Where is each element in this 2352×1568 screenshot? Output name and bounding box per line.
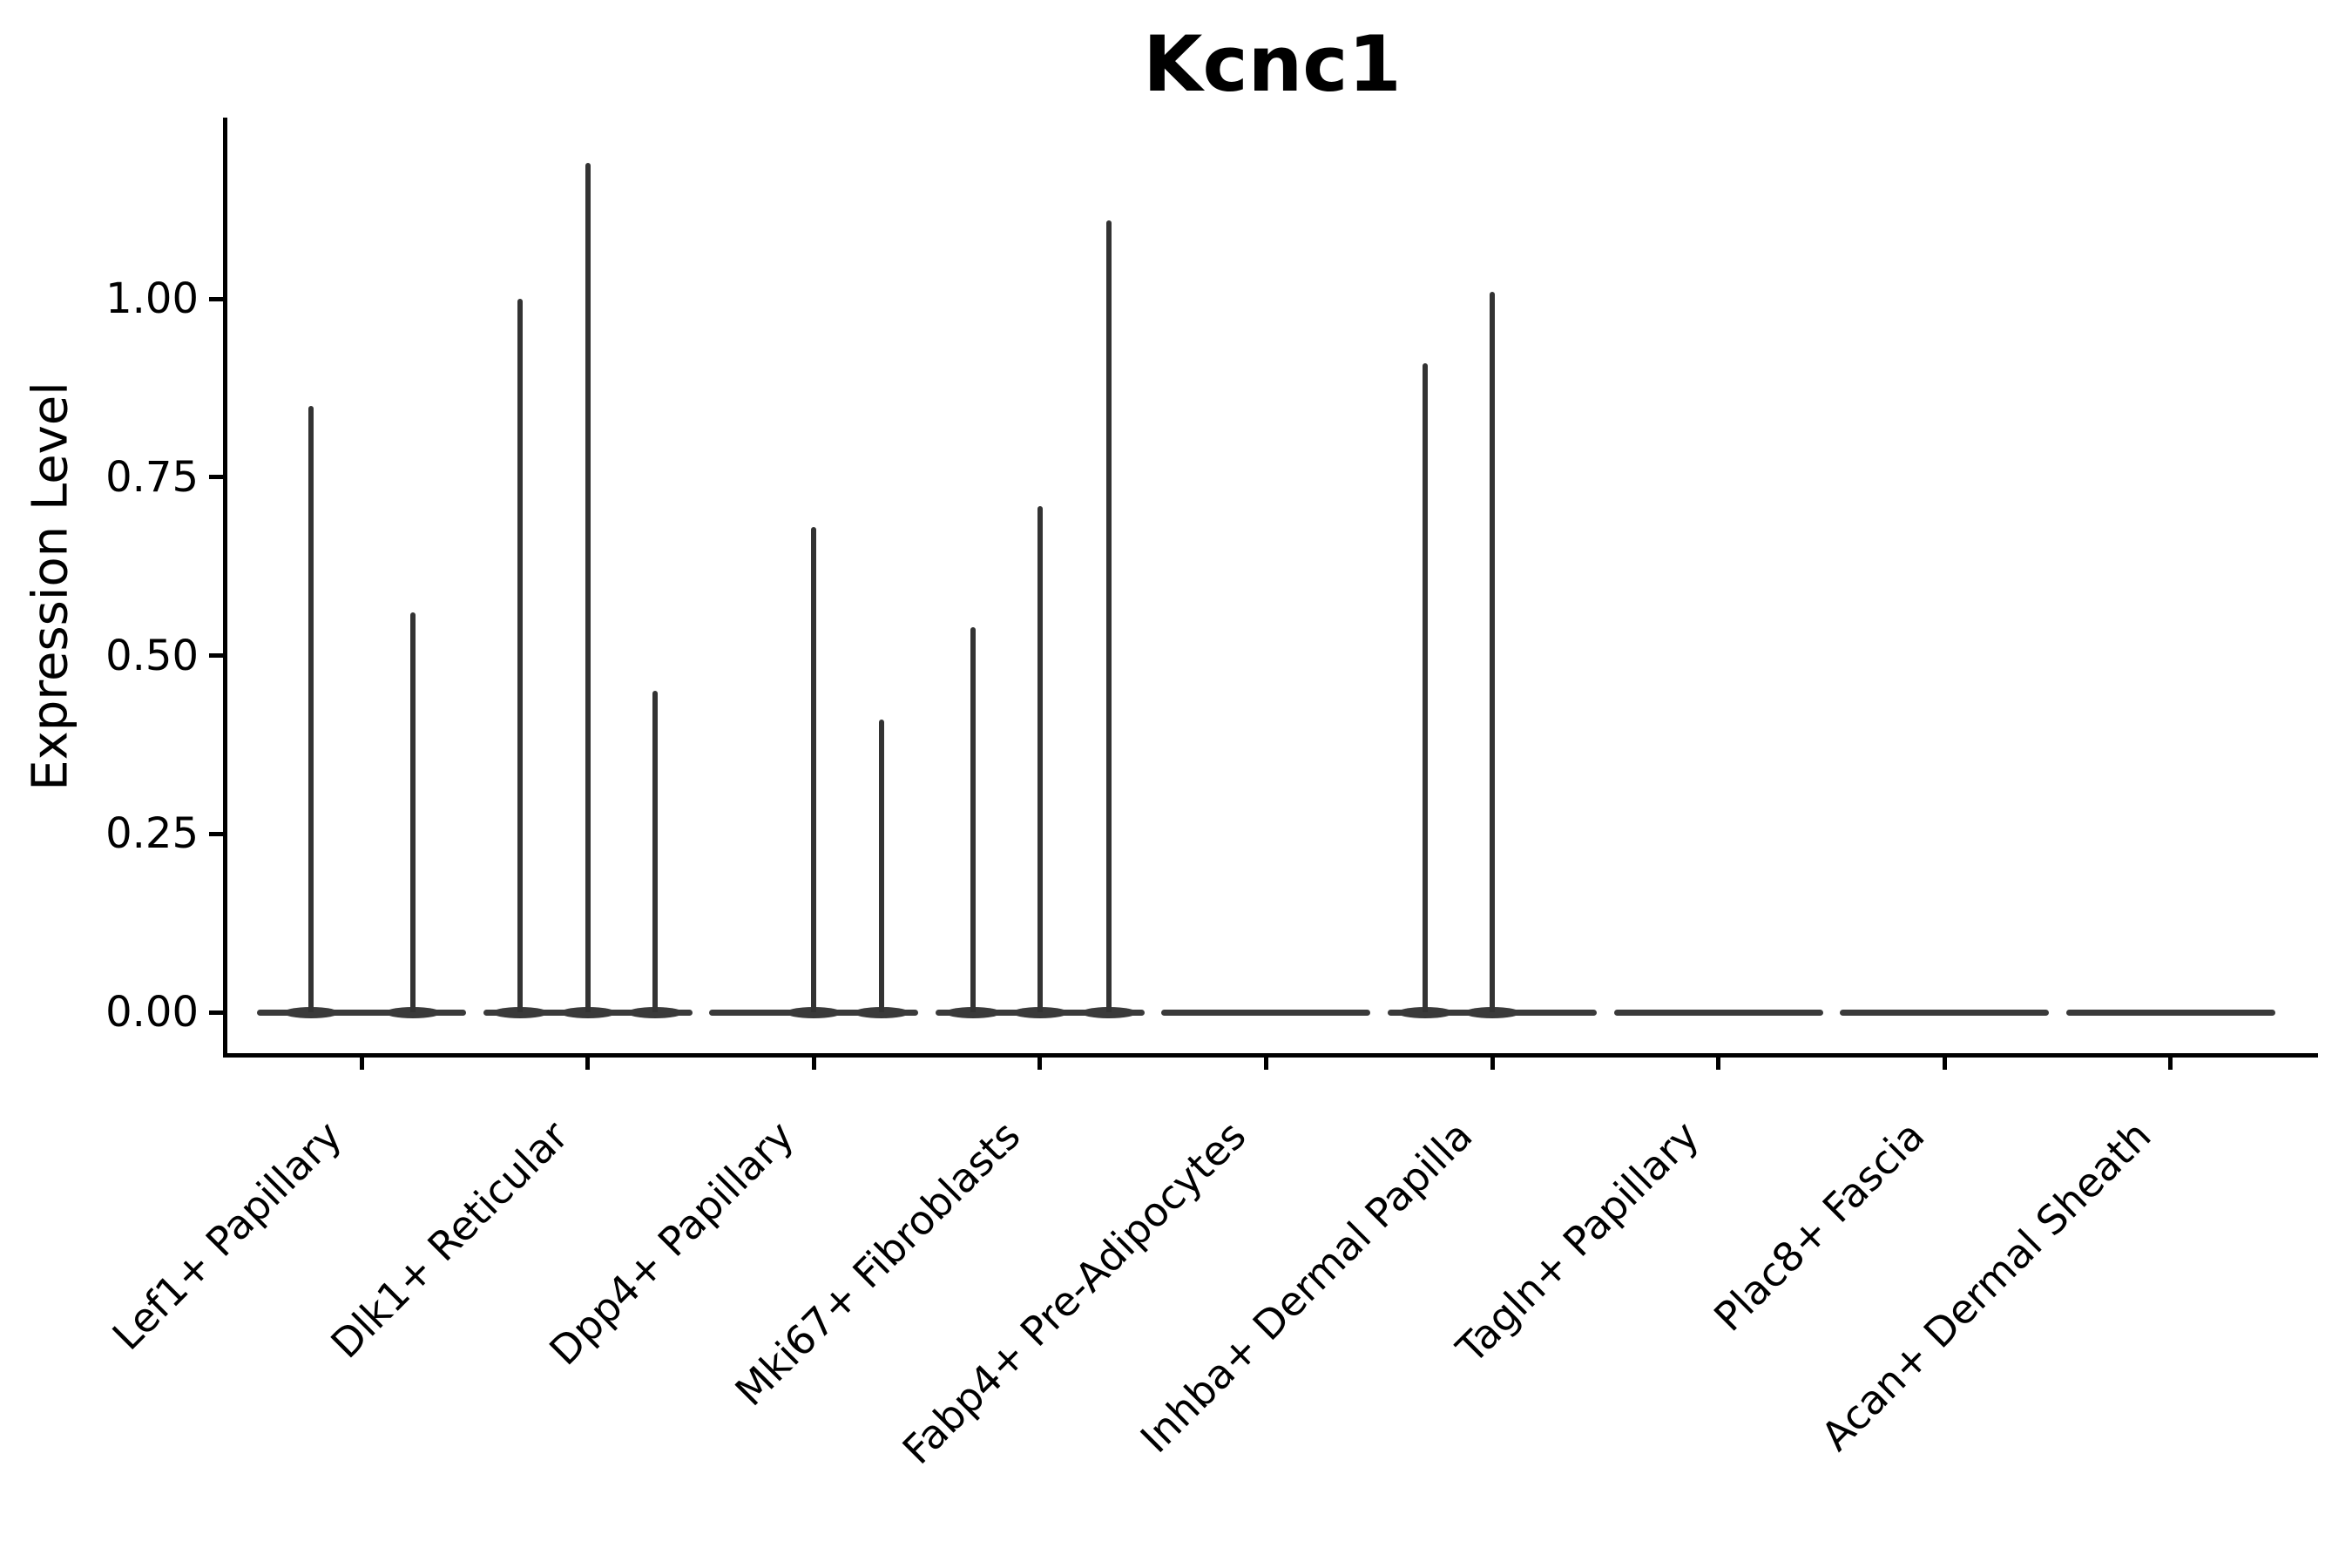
y-tick bbox=[209, 475, 223, 480]
violin-spike bbox=[879, 720, 885, 1012]
x-tick-label: Lef1+ Papillary bbox=[103, 1112, 351, 1360]
y-axis-spine bbox=[223, 118, 227, 1058]
violin-spike bbox=[970, 626, 976, 1012]
violin-base-bump bbox=[384, 1006, 441, 1018]
violin-baseline bbox=[1840, 1009, 2050, 1016]
violin-base-bump bbox=[786, 1006, 842, 1018]
violin-base-bump bbox=[491, 1006, 548, 1018]
violin-spike bbox=[1422, 362, 1428, 1012]
x-tick bbox=[1263, 1058, 1268, 1070]
violin-spike bbox=[1105, 220, 1112, 1012]
x-tick-label: Dlk1+ Reticular bbox=[321, 1112, 578, 1368]
y-tick bbox=[209, 831, 223, 836]
violin-spike bbox=[517, 299, 523, 1012]
violin-baseline bbox=[2065, 1009, 2275, 1016]
violin-base-bump bbox=[1011, 1006, 1068, 1018]
x-tick bbox=[359, 1058, 364, 1070]
x-tick bbox=[2168, 1058, 2173, 1070]
violin-spike bbox=[585, 163, 591, 1012]
x-axis-spine bbox=[223, 1053, 2318, 1058]
violin-base-bump bbox=[1080, 1006, 1137, 1018]
y-tick-label: 0.25 bbox=[105, 809, 199, 859]
violin-spike bbox=[308, 405, 314, 1012]
violin-spike bbox=[811, 527, 817, 1012]
violin-base-bump bbox=[283, 1006, 340, 1018]
x-tick bbox=[585, 1058, 591, 1070]
x-tick-label: Tagln+ Papillary bbox=[1447, 1112, 1708, 1373]
x-tick bbox=[1037, 1058, 1043, 1070]
violin-baseline bbox=[1613, 1009, 1823, 1016]
y-tick bbox=[209, 1010, 223, 1015]
x-tick bbox=[811, 1058, 816, 1070]
violin-base-bump bbox=[854, 1006, 910, 1018]
violin-base-bump bbox=[944, 1006, 1001, 1018]
violin-spike bbox=[652, 691, 659, 1012]
y-tick bbox=[209, 296, 223, 301]
violin-base-bump bbox=[559, 1006, 616, 1018]
violin-baseline bbox=[1161, 1009, 1371, 1016]
violin-spike bbox=[1037, 505, 1043, 1012]
x-tick-label: Plac8+ Fascia bbox=[1705, 1112, 1934, 1341]
x-tick-label: Dpp4+ Papillary bbox=[540, 1112, 803, 1375]
chart-title: Kcnc1 bbox=[1143, 19, 1402, 109]
violin-base-bump bbox=[1464, 1006, 1520, 1018]
violin-spike bbox=[409, 612, 416, 1012]
y-axis-label: Expression Level bbox=[22, 382, 79, 791]
y-tick-label: 0.50 bbox=[105, 631, 199, 680]
y-tick bbox=[209, 653, 223, 658]
y-tick-label: 1.00 bbox=[105, 274, 199, 323]
y-tick-label: 0.75 bbox=[105, 452, 199, 502]
x-tick bbox=[1942, 1058, 1947, 1070]
violin-spike bbox=[1490, 291, 1495, 1012]
x-tick bbox=[1716, 1058, 1721, 1070]
y-tick-label: 0.00 bbox=[105, 988, 199, 1037]
x-tick bbox=[1490, 1058, 1495, 1070]
violin-base-bump bbox=[1396, 1006, 1453, 1018]
violin-baseline bbox=[257, 1009, 466, 1016]
violin-base-bump bbox=[627, 1006, 684, 1018]
